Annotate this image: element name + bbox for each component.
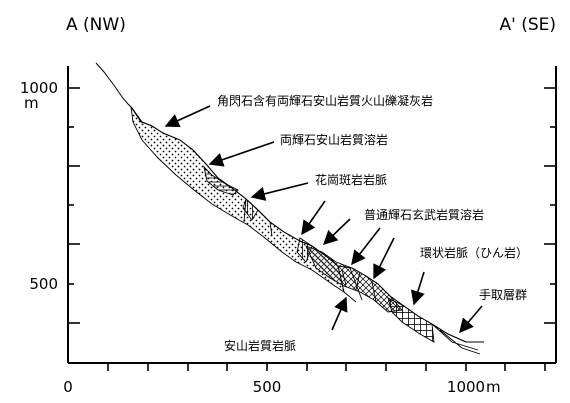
geologic-units [130,106,484,355]
x-tick-marks [107,363,546,371]
x-tick-label-500: 500 [253,378,282,396]
x-tick-label-1000: 1000 [447,378,485,396]
label-arrows [164,105,483,334]
y-tick-label-500: 500 [29,275,58,293]
label-andesite-lava: 両輝石安山岩質溶岩 [280,132,388,147]
x-tick-label-0: 0 [63,378,73,396]
right-corner-label: A' (SE) [499,15,556,35]
unit-ring-dike [387,297,435,343]
label-andesite-dike: 安山岩質岩脈 [224,338,296,353]
label-basalt-lava: 普通輝石玄武岩質溶岩 [364,207,484,222]
topographic-profile [95,62,484,343]
label-tedori-group: 手取層群 [479,288,527,302]
y-axis-unit: m [24,94,39,112]
y-tick-marks [68,87,556,324]
label-lapilli-tuff: 角閃石含有両輝石安山岩質火山礫凝灰岩 [217,93,433,108]
unit-andesite-lava [203,165,239,196]
x-axis-unit: m [486,378,501,396]
y-tick-label-1000: 1000 [20,79,58,97]
unit-andesite-dike [337,265,363,303]
left-corner-label: A (NW) [66,15,126,35]
label-granite-porphyry-dike: 花崗斑岩岩脈 [315,172,387,187]
label-ring-dike: 環状岩脈（ひん岩） [420,245,528,260]
internal-contacts [243,198,377,303]
